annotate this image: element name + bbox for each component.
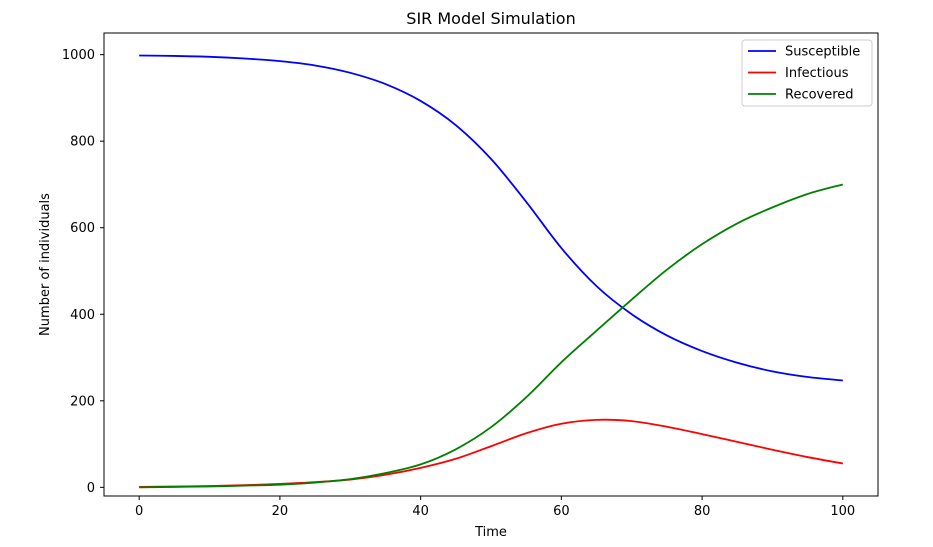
y-tick-label: 200 xyxy=(70,394,95,409)
legend: Susceptible Infectious Recovered xyxy=(741,39,873,107)
x-tick-label: 60 xyxy=(553,504,570,519)
plot-frame xyxy=(103,32,879,497)
x-axis-label: Time xyxy=(474,525,507,540)
y-axis-ticks: 0 200 400 600 800 1000 xyxy=(62,48,104,496)
x-tick-label: 0 xyxy=(135,504,143,519)
legend-label: Susceptible xyxy=(785,45,860,60)
legend-label: Infectious xyxy=(785,66,849,81)
y-tick-label: 600 xyxy=(70,221,95,236)
series-line-susceptible xyxy=(139,54,843,382)
x-tick-label: 40 xyxy=(412,504,429,519)
y-tick-label: 0 xyxy=(87,481,95,496)
y-tick-label: 400 xyxy=(70,308,95,323)
x-tick-label: 100 xyxy=(830,504,855,519)
legend-label: Recovered xyxy=(785,88,854,103)
series-line-recovered xyxy=(139,183,844,489)
y-tick-label: 800 xyxy=(70,135,95,150)
chart-title: SIR Model Simulation xyxy=(406,9,575,28)
x-axis-ticks: 0 20 40 60 80 100 xyxy=(135,496,855,519)
x-tick-label: 20 xyxy=(272,504,289,519)
legend-box xyxy=(741,39,873,107)
y-axis-label: Number of individuals xyxy=(38,193,53,336)
x-tick-label: 80 xyxy=(694,504,711,519)
series-lines xyxy=(139,54,844,489)
y-tick-label: 1000 xyxy=(62,48,95,63)
